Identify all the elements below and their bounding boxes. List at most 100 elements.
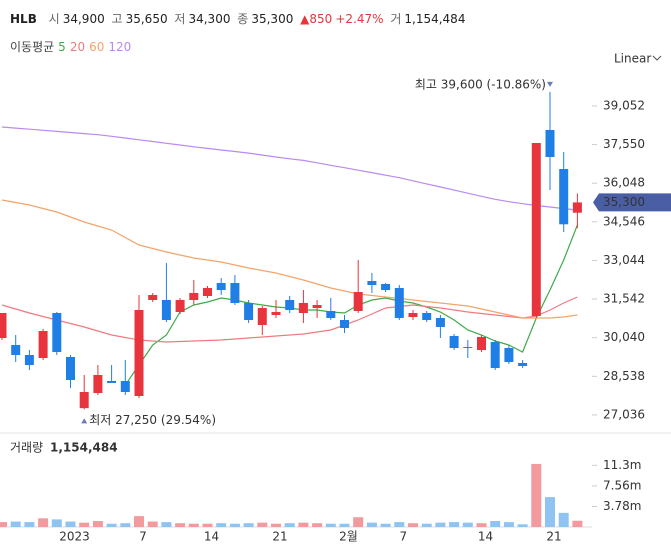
volume-bar <box>325 523 336 527</box>
close: 35,300 <box>251 12 294 26</box>
volume-label: 거 <box>390 12 402 26</box>
candle-body <box>545 129 555 157</box>
volume-bar <box>216 523 227 527</box>
volume-bar <box>490 521 501 527</box>
volume-bar <box>38 518 49 527</box>
x-tick-label: 7 <box>399 530 407 544</box>
last-price-tag <box>593 193 671 212</box>
candle-body <box>93 374 103 393</box>
x-tick-label: 2월 <box>339 530 358 544</box>
volume-bar <box>435 522 446 527</box>
legend-entry: 120 <box>108 40 132 54</box>
candle-body <box>52 313 62 353</box>
candle-body <box>572 202 582 213</box>
volume-bar <box>408 523 418 527</box>
high-annotation: 최고 39,600 (-10.86%) <box>415 77 546 91</box>
candle-body <box>271 311 281 316</box>
ma-line <box>1 199 578 319</box>
volume: 1,154,484 <box>404 12 466 26</box>
volume-bar <box>517 524 528 527</box>
x-tick-label: 2023 <box>59 530 90 544</box>
candle-body <box>504 347 514 363</box>
candle-body <box>353 291 363 311</box>
volume-bar <box>421 523 432 527</box>
volume-bar <box>531 463 542 527</box>
volume-tick-label: 3.78m <box>603 499 641 513</box>
scale-label[interactable]: Linear <box>614 52 651 66</box>
x-tick-label: 7 <box>139 530 147 544</box>
y-tick-label: 34,546 <box>603 214 645 228</box>
candle-body <box>422 313 432 320</box>
candle-body <box>518 362 528 366</box>
open-label: 시 <box>48 12 60 26</box>
candle-body <box>312 305 322 309</box>
candle-body <box>189 292 199 300</box>
candle-body <box>394 288 404 318</box>
symbol: HLB <box>10 12 37 26</box>
candle-body <box>0 313 7 338</box>
volume-bar <box>65 521 76 527</box>
volume-value: 1,154,484 <box>50 441 118 455</box>
candle-body <box>435 317 445 327</box>
x-tick-label: 14 <box>478 530 493 544</box>
low-annotation: 최저 27,250 (29.54%) <box>89 413 216 427</box>
volume-bar <box>188 523 199 527</box>
volume-bar <box>229 523 240 527</box>
legend-entry: 60 <box>89 40 105 54</box>
candle-body <box>490 342 500 369</box>
volume-title: 거래량 <box>10 441 43 455</box>
volume-bar <box>462 522 473 527</box>
ma-title: 이동평균 <box>10 40 55 54</box>
y-tick-label: 28,538 <box>603 369 645 383</box>
y-tick-label: 27,036 <box>603 407 645 421</box>
low-label: 저 <box>174 12 186 26</box>
chevron <box>652 55 662 61</box>
legend-entry: 5 <box>58 40 66 54</box>
high-marker <box>547 81 553 87</box>
candle-body <box>148 295 158 300</box>
candle-body <box>463 346 473 348</box>
volume-bar <box>476 523 487 527</box>
candle-body <box>66 356 75 381</box>
candle-body <box>107 380 117 383</box>
x-tick-label: 14 <box>204 530 219 544</box>
candle-body <box>216 282 226 291</box>
candle-body <box>24 354 34 365</box>
x-tick-label: 21 <box>546 530 561 544</box>
candle-body <box>531 143 541 317</box>
x-tick-label: 21 <box>272 530 287 544</box>
open: 34,900 <box>62 12 105 26</box>
candle-body <box>559 169 569 225</box>
low: 34,300 <box>188 12 231 26</box>
candle-body <box>298 302 308 313</box>
candle-body <box>381 283 391 291</box>
candle-body <box>79 391 89 409</box>
y-tick-label: 39,052 <box>603 98 645 112</box>
candle-body <box>408 313 418 318</box>
volume-bar <box>92 521 103 527</box>
volume-bar <box>449 522 460 527</box>
volume-bar <box>24 522 35 527</box>
volume-bar <box>572 520 583 527</box>
candle-body <box>449 335 459 348</box>
y-tick-label: 37,550 <box>603 137 645 151</box>
candle-body <box>161 299 171 320</box>
ma-legend: 이동평균 5 20 60 120 <box>10 38 135 55</box>
candle-body <box>38 331 48 358</box>
change: 850 <box>309 12 333 26</box>
ma-line <box>1 126 578 211</box>
last-price-label: 35,300 <box>603 195 645 209</box>
volume-tick-label: 7.56m <box>603 478 641 492</box>
candle-body <box>244 302 254 320</box>
low-marker <box>81 418 88 424</box>
candle-body <box>203 288 212 297</box>
legend-entry: 20 <box>69 40 86 54</box>
volume-bar <box>503 522 514 527</box>
volume-bar <box>312 523 323 527</box>
close-label: 종 <box>237 12 249 26</box>
volume-bar <box>298 522 309 527</box>
volume-bar <box>380 523 391 527</box>
y-tick-label: 30,040 <box>603 330 645 344</box>
change-pct: +2.47% <box>335 12 384 26</box>
